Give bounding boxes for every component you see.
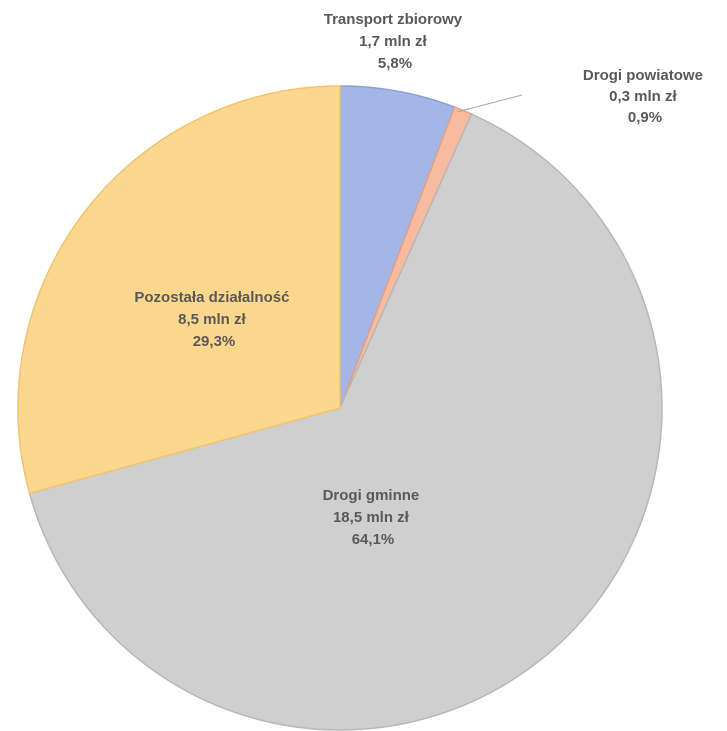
label-transport-zbiorowy-percent: 5,8% bbox=[378, 55, 412, 72]
label-pozostala-dzialalnosc: Pozostała działalność 8,5 mln zł 29,3% bbox=[134, 289, 293, 350]
label-drogi-gminne-percent: 64,1% bbox=[352, 531, 395, 548]
label-drogi-powiatowe-percent: 0,9% bbox=[628, 109, 662, 126]
label-drogi-powiatowe: Drogi powiatowe 0,3 mln zł 0,9% bbox=[583, 67, 707, 126]
pie-slices bbox=[17, 85, 663, 731]
label-drogi-gminne-name: Drogi gminne bbox=[323, 487, 420, 504]
label-transport-zbiorowy: Transport zbiorowy 1,7 mln zł 5,8% bbox=[324, 11, 467, 72]
label-drogi-gminne: Drogi gminne 18,5 mln zł 64,1% bbox=[323, 487, 424, 548]
label-drogi-gminne-value: 18,5 mln zł bbox=[333, 509, 410, 526]
label-pozostala-dzialalnosc-percent: 29,3% bbox=[193, 333, 236, 350]
pie-slice-drogi-gminne bbox=[28, 113, 663, 731]
pie-slice-pozostala-dzialalnosc bbox=[17, 85, 341, 495]
label-drogi-powiatowe-value: 0,3 mln zł bbox=[609, 88, 677, 105]
label-transport-zbiorowy-name: Transport zbiorowy bbox=[324, 11, 463, 28]
label-transport-zbiorowy-value: 1,7 mln zł bbox=[359, 33, 427, 50]
leader-line-drogi-powiatowe bbox=[456, 94, 523, 113]
label-pozostala-dzialalnosc-value: 8,5 mln zł bbox=[178, 311, 246, 328]
label-pozostala-dzialalnosc-name: Pozostała działalność bbox=[134, 289, 289, 306]
label-drogi-powiatowe-name: Drogi powiatowe bbox=[583, 67, 703, 84]
